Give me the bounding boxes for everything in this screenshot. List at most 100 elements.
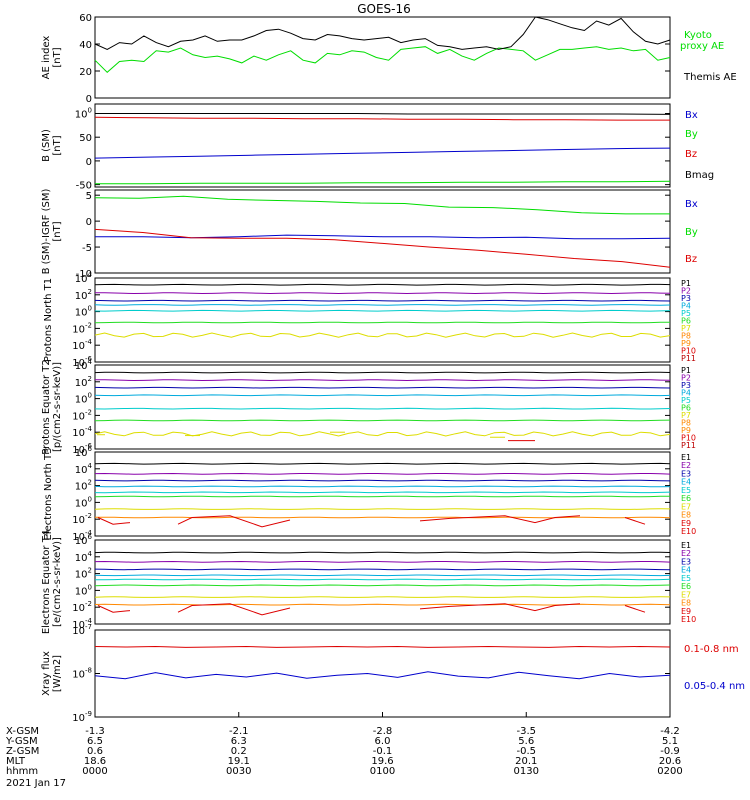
y-axis-label: Xray flux[W/m2] [41, 651, 63, 696]
panel-frame [94, 103, 671, 188]
footer-value: 0030 [226, 766, 251, 777]
legend-label: Kyoto [684, 30, 712, 41]
y-tick-label: 10-2 [72, 321, 92, 335]
legend-label: E2 [681, 461, 691, 470]
legend-bsm: Bx By Bz Bmag [685, 110, 714, 181]
y-tick-label: 10-2 [72, 408, 92, 422]
footer-value: 20.1 [515, 756, 537, 767]
legend-label: E2 [681, 549, 691, 558]
footer-value: -2.1 [229, 726, 249, 737]
y-tick-label: 20 [79, 67, 92, 78]
footer-value: -1.3 [85, 726, 105, 737]
legend-label: P10 [681, 347, 696, 356]
footer-row-label: X-GSM [6, 726, 39, 737]
series-line-p3 [94, 386, 671, 389]
legend-label: 0.1-0.8 nm [684, 644, 739, 655]
legend-label: E8 [681, 511, 691, 520]
legend-label: E6 [681, 494, 691, 503]
legend-label: E7 [681, 590, 691, 599]
footer-value: -3.5 [516, 726, 536, 737]
legend-label: P6 [681, 317, 691, 326]
series-line-p1 [94, 283, 671, 286]
series-line-p7 [94, 332, 671, 338]
series-line-by [95, 180, 671, 185]
series-line-bx [94, 147, 671, 159]
series-line-bz [94, 228, 671, 268]
legend-label: proxy AE [680, 41, 724, 52]
legend-label: E1 [681, 453, 691, 462]
footer-value: -0.5 [516, 746, 536, 757]
plot-title: GOES-16 [357, 2, 411, 16]
legend-label: P7 [681, 411, 691, 420]
y-tick-label: 10-8 [72, 667, 92, 681]
footer-value: -2.8 [373, 726, 393, 737]
y-tick-label: 60 [79, 13, 92, 24]
y-tick-label: 100 [75, 495, 92, 509]
legend-label: E9 [681, 519, 691, 528]
y-tick-label: 10-4 [72, 338, 92, 352]
y-tick-label: 100 [75, 305, 92, 319]
series-line-e9 [97, 517, 131, 525]
y-tick-label: 102 [75, 288, 92, 302]
series-line-p2 [95, 379, 671, 382]
panel-frame [94, 277, 671, 363]
panel-frame [94, 629, 671, 718]
series-line-e7 [94, 508, 671, 510]
legend-label: Themis AE [683, 72, 737, 83]
y-tick-label: 104 [75, 358, 93, 372]
footer-value: 5.1 [662, 736, 678, 747]
legend-label: P9 [681, 339, 691, 348]
footer-value: 18.6 [84, 756, 106, 767]
y-axis-label: AE index[nT] [41, 36, 63, 80]
y-axis-label: B (SM)[nT] [41, 129, 63, 162]
panel-frame [94, 16, 671, 99]
series-line-p1 [94, 371, 671, 374]
y-tick-label: 100 [75, 392, 92, 406]
series-line-p6 [94, 419, 671, 422]
y-axis-label: Protons North T1 [43, 278, 54, 362]
legend-label: Bx [685, 199, 698, 210]
panel-frame [94, 451, 671, 537]
series-line-themis-ae [94, 16, 671, 50]
y-tick-label: -5 [82, 243, 92, 254]
legend-label: P11 [681, 441, 696, 450]
y-axis-label: Electrons Equator T4[e/(cm2-s-sr-keV)] [41, 530, 63, 634]
panel-xr: 10-9 10-8 10-7 Xray flux[W/m2] 0.1-0.8 nm 0.0… [41, 623, 745, 724]
y-tick-label: 0 [86, 94, 92, 105]
series-line-e2 [94, 560, 671, 563]
y-tick-label: 100 [75, 106, 92, 120]
series-line-bz [94, 116, 670, 121]
legend-label: E8 [681, 599, 691, 608]
footer-value: 0130 [514, 766, 539, 777]
y-tick-label: 10-2 [72, 600, 92, 614]
legend-label: P3 [681, 381, 691, 390]
series-line-e2 [94, 472, 671, 475]
footer-value: -0.9 [660, 746, 680, 757]
y-tick-label: 40 [79, 40, 92, 51]
series-line-0-05-0-4-nm [94, 671, 671, 680]
series-line-bmag [95, 113, 671, 115]
legend-label: P4 [681, 302, 691, 311]
footer-row-label: hhmm [6, 766, 38, 777]
series-line-0-1-0-8-nm [94, 645, 671, 648]
series-line-e6 [94, 584, 671, 587]
y-tick-label: 0 [86, 217, 92, 228]
series-line-p6 [94, 321, 671, 324]
legend-label: E5 [681, 574, 691, 583]
panel-frame [94, 364, 671, 450]
y-tick-label: 104 [75, 550, 93, 564]
footer-value: 6.3 [231, 736, 247, 747]
y-tick-label: 10-2 [72, 512, 92, 526]
series-line-e5 [94, 491, 671, 494]
y-tick-label: 106 [75, 533, 93, 547]
y-axis-label: Electrons North T3 [43, 447, 54, 540]
legend-label: E6 [681, 582, 691, 591]
legend-label: P1 [681, 279, 691, 288]
y-tick-label: 10-9 [72, 710, 92, 724]
series-line-e9 [177, 603, 291, 616]
